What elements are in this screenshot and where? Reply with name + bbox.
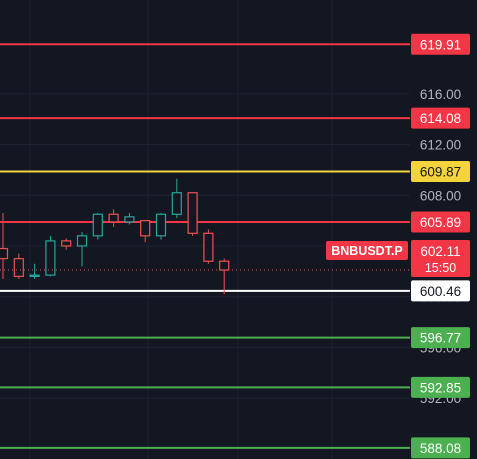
candle[interactable] [13, 253, 24, 279]
price-axis-tick-label: 612.00 [420, 138, 461, 153]
candle[interactable] [203, 229, 214, 264]
last-price-box [411, 240, 470, 277]
level-price-tag [411, 211, 470, 233]
candle-body [0, 247, 9, 260]
level-price-label: 596.77 [420, 331, 461, 346]
level-price-label: 605.89 [420, 215, 461, 230]
price-level-lines [0, 43, 410, 449]
candle[interactable] [29, 263, 40, 279]
candle-body [140, 220, 151, 237]
candle-body [61, 240, 72, 247]
level-price-label: 614.08 [420, 111, 461, 126]
candle-body [45, 240, 56, 276]
candle[interactable] [140, 220, 151, 243]
candle[interactable] [61, 238, 72, 250]
symbol-tag-box [326, 241, 408, 260]
candle[interactable] [124, 213, 135, 225]
level-price-tag [411, 327, 470, 349]
level-price-tag [411, 376, 470, 398]
candle[interactable] [108, 209, 119, 227]
level-price-label: 619.91 [420, 37, 461, 52]
level-price-tag [411, 161, 470, 183]
candle-body [124, 216, 135, 223]
level-price-label: 600.46 [420, 284, 461, 299]
level-price-label: 592.85 [420, 380, 461, 395]
symbol-tag-label: BNBUSDT.P [331, 244, 403, 258]
candle-body [219, 260, 230, 271]
price-level-labels: 619.91 614.08 609.87 605.89 600.46 596.77 592.… [411, 33, 470, 459]
candle[interactable] [187, 192, 198, 236]
candle[interactable] [45, 235, 56, 277]
candle-body [155, 213, 167, 237]
candle[interactable] [92, 213, 103, 240]
candle-body [171, 192, 182, 215]
price-axis-tick-label: 608.00 [420, 188, 461, 203]
candle-body [29, 274, 40, 278]
level-price-label: 588.08 [420, 441, 461, 456]
candle-body [187, 192, 198, 234]
candle[interactable] [155, 213, 167, 240]
last-price-label: 602.11 [420, 244, 460, 259]
candle-countdown-label: 15:50 [425, 261, 456, 275]
level-price-tag [411, 107, 470, 129]
candle-body [76, 235, 88, 247]
level-price-tag [411, 33, 470, 55]
candle-body [13, 258, 24, 278]
level-price-tag [411, 280, 470, 302]
candle[interactable] [171, 178, 182, 219]
candle-body [203, 232, 214, 262]
last-price-tag: BNBUSDT.P 602.11 15:50 [326, 240, 470, 277]
candles [0, 178, 230, 295]
price-axis-tick-label: 616.00 [420, 87, 461, 102]
candle[interactable] [0, 213, 9, 279]
candle-body [108, 213, 119, 223]
level-price-tag [411, 437, 470, 459]
candle[interactable] [76, 232, 88, 267]
level-price-label: 609.87 [420, 165, 461, 180]
candle-body [92, 213, 103, 237]
